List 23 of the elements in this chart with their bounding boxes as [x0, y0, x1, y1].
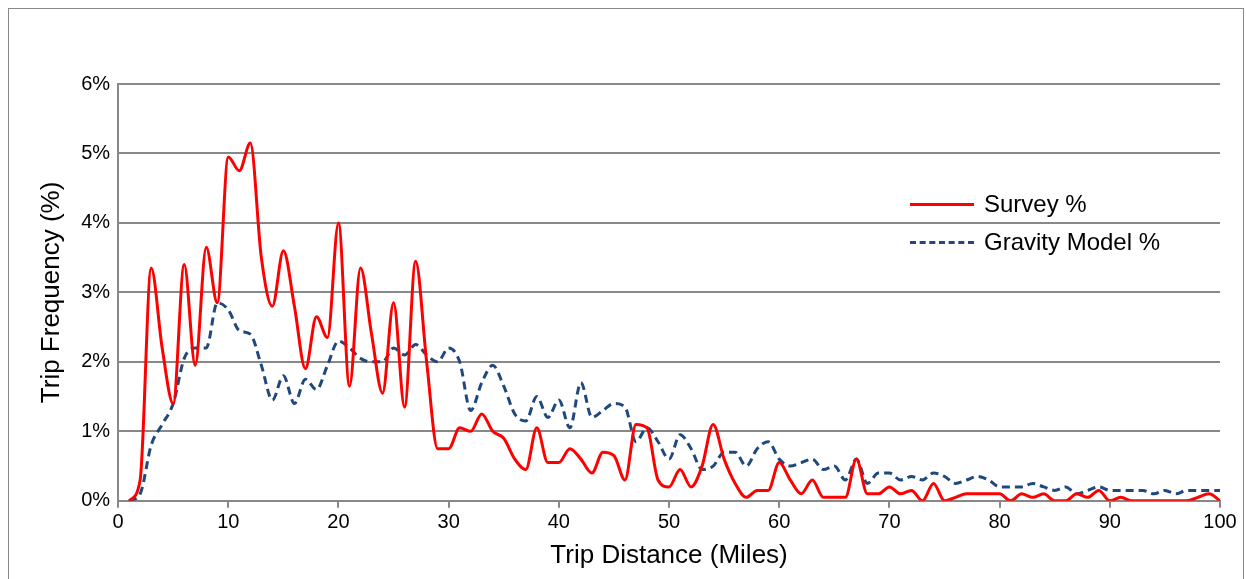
y-tick-label: 3% [81, 279, 111, 302]
x-tick-label: 0 [112, 510, 124, 533]
y-tick-label: 0% [81, 488, 111, 511]
y-tick-label: 4% [81, 210, 111, 233]
x-tick-label: 20 [327, 510, 350, 533]
line-series [127, 141, 1220, 501]
x-tick-label: 70 [878, 510, 901, 533]
x-tick-label: 100 [1203, 510, 1237, 533]
y-tick-label: 5% [81, 140, 111, 163]
x-tick-label: 30 [437, 510, 460, 533]
x-axis-title: Trip Distance (Miles) [550, 538, 788, 569]
legend-label: Survey % [984, 190, 1087, 218]
x-tick-label: 90 [1098, 510, 1121, 533]
y-tick-label: 6% [81, 71, 111, 94]
x-tick-label: 40 [547, 510, 570, 533]
legend-label: Gravity Model % [984, 228, 1161, 256]
x-tick-label: 50 [657, 510, 681, 533]
y-axis-title: Trip Frequency (%) [34, 181, 65, 404]
y-tick-label: 2% [81, 349, 111, 372]
y-tick-label: 1% [81, 418, 111, 441]
x-tick-label: 80 [988, 510, 1011, 533]
x-tick-label: 60 [768, 510, 791, 533]
x-tick-label: 10 [217, 510, 240, 533]
